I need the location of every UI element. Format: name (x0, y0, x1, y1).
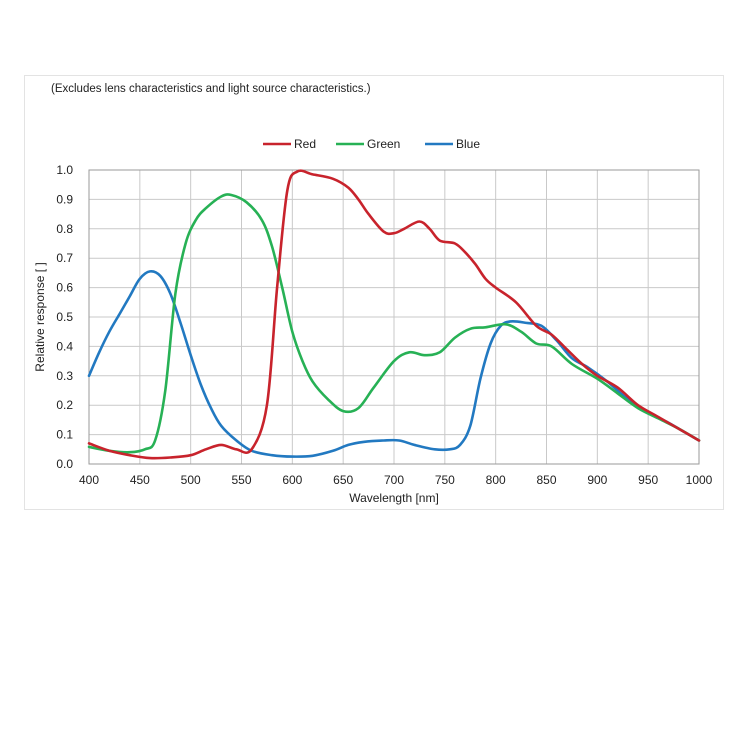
legend-label-green: Green (367, 137, 400, 151)
x-tick-label: 650 (333, 473, 353, 487)
grid (88, 169, 700, 465)
series-line-red (87, 169, 701, 460)
x-tick-label: 400 (79, 473, 99, 487)
x-tick-label: 700 (384, 473, 404, 487)
x-tick-label: 850 (536, 473, 556, 487)
y-tick-label: 0.2 (56, 398, 73, 412)
y-tick-labels: 0.0 0.1 0.2 0.3 0.4 0.5 0.6 0.7 0.8 0.9 1.0 (56, 163, 73, 471)
x-tick-label: 550 (231, 473, 251, 487)
plot-frame (88, 169, 700, 465)
x-tick-label: 1000 (686, 473, 713, 487)
y-tick-label: 1.0 (56, 163, 73, 177)
y-tick-label: 0.3 (56, 369, 73, 383)
x-tick-label: 500 (181, 473, 201, 487)
x-tick-label: 800 (486, 473, 506, 487)
y-tick-label: 0.9 (56, 192, 73, 206)
y-tick-label: 0.7 (56, 251, 73, 265)
x-tick-label: 900 (587, 473, 607, 487)
x-axis-title: Wavelength [nm] (349, 491, 439, 505)
y-axis-title: Relative response [ ] (33, 262, 47, 371)
y-tick-label: 0.4 (56, 339, 73, 353)
y-tick-label: 0.6 (56, 281, 73, 295)
x-tick-label: 750 (435, 473, 455, 487)
x-tick-labels: 400 450 500 550 600 650 700 750 800 850 900 950 1000 (79, 473, 713, 487)
y-tick-label: 0.0 (56, 457, 73, 471)
y-tick-label: 0.1 (56, 428, 73, 442)
x-tick-label: 450 (130, 473, 150, 487)
legend-label-red: Red (294, 137, 316, 151)
chart-note: (Excludes lens characteristics and light… (51, 83, 371, 95)
legend: Red Green Blue (263, 137, 480, 151)
series-lines (87, 169, 701, 460)
legend-label-blue: Blue (456, 137, 480, 151)
x-tick-label: 600 (282, 473, 302, 487)
y-tick-label: 0.8 (56, 222, 73, 236)
series-line-green (87, 193, 701, 454)
series-line-blue (87, 269, 701, 458)
chart-svg: 0.0 0.1 0.2 0.3 0.4 0.5 0.6 0.7 0.8 0.9 1.0 400 450… (33, 137, 713, 505)
x-tick-label: 950 (638, 473, 658, 487)
y-tick-label: 0.5 (56, 310, 73, 324)
chart-figure: (Excludes lens characteristics and light… (24, 75, 724, 510)
